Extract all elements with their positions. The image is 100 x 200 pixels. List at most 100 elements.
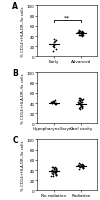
Point	[78, 106, 79, 110]
Point	[53, 166, 54, 169]
Point	[53, 170, 55, 173]
Point	[79, 34, 80, 37]
Point	[55, 173, 56, 176]
Point	[80, 34, 82, 37]
Point	[78, 32, 79, 35]
Point	[53, 38, 55, 41]
Point	[79, 103, 81, 106]
Point	[50, 100, 52, 104]
Point	[81, 105, 82, 109]
Point	[78, 99, 80, 102]
Point	[81, 32, 83, 35]
Point	[56, 167, 57, 170]
Point	[51, 101, 52, 105]
Point	[55, 168, 57, 171]
Point	[55, 174, 56, 177]
Point	[53, 170, 54, 173]
Point	[81, 107, 83, 110]
Point	[83, 98, 84, 101]
Point	[52, 45, 54, 49]
Point	[55, 171, 57, 174]
Point	[80, 100, 81, 103]
Point	[78, 31, 80, 34]
Point	[81, 33, 82, 36]
Point	[51, 101, 52, 104]
Point	[55, 48, 57, 51]
Point	[80, 103, 81, 106]
Point	[52, 173, 54, 176]
Point	[78, 102, 79, 105]
Point	[80, 98, 82, 102]
Point	[52, 169, 53, 172]
Point	[80, 164, 82, 167]
Point	[82, 166, 83, 169]
Point	[55, 170, 56, 173]
Point	[81, 30, 83, 33]
Point	[55, 102, 57, 105]
Point	[79, 30, 81, 33]
Point	[79, 97, 81, 100]
Y-axis label: % CD14+HLA-DR–/lo cells: % CD14+HLA-DR–/lo cells	[21, 7, 25, 57]
Point	[78, 164, 79, 167]
Text: C: C	[12, 136, 18, 145]
Point	[54, 40, 56, 44]
Point	[78, 162, 80, 165]
Point	[52, 50, 54, 54]
Text: B: B	[12, 69, 18, 78]
Point	[78, 30, 79, 33]
Point	[82, 31, 83, 34]
Point	[78, 31, 80, 34]
Point	[53, 41, 55, 45]
Point	[78, 165, 80, 168]
Text: **: **	[64, 15, 70, 20]
Point	[83, 33, 84, 36]
Point	[54, 166, 56, 169]
Point	[54, 171, 56, 174]
Point	[55, 169, 57, 172]
Point	[79, 162, 81, 166]
Point	[54, 99, 55, 103]
Point	[53, 168, 55, 171]
Point	[53, 100, 55, 103]
Point	[82, 104, 83, 108]
Y-axis label: % CD14+HLA-DR–/lo cells: % CD14+HLA-DR–/lo cells	[21, 140, 25, 190]
Point	[52, 102, 53, 105]
Point	[81, 104, 83, 108]
Point	[78, 165, 80, 168]
Point	[81, 35, 83, 38]
Point	[78, 97, 80, 100]
Point	[82, 165, 84, 168]
Point	[81, 32, 83, 35]
Point	[52, 43, 54, 46]
Point	[80, 108, 81, 111]
Point	[51, 175, 52, 178]
Point	[79, 34, 81, 37]
Point	[82, 166, 84, 169]
Point	[78, 167, 80, 170]
Point	[50, 170, 52, 173]
Point	[53, 101, 55, 104]
Point	[80, 166, 81, 169]
Point	[82, 164, 84, 167]
Point	[82, 34, 84, 37]
Point	[82, 167, 84, 170]
Point	[78, 32, 80, 35]
Point	[81, 101, 82, 104]
Point	[80, 101, 81, 105]
Point	[55, 172, 56, 175]
Point	[52, 169, 53, 172]
Point	[79, 106, 80, 109]
Point	[81, 32, 83, 35]
Point	[56, 168, 57, 171]
Point	[79, 99, 81, 103]
Point	[52, 175, 54, 178]
Point	[81, 34, 82, 37]
Point	[80, 33, 82, 36]
Point	[55, 103, 56, 106]
Point	[82, 33, 83, 36]
Text: A: A	[12, 2, 18, 11]
Point	[53, 44, 55, 48]
Point	[81, 101, 82, 104]
Point	[55, 39, 57, 43]
Point	[55, 167, 57, 170]
